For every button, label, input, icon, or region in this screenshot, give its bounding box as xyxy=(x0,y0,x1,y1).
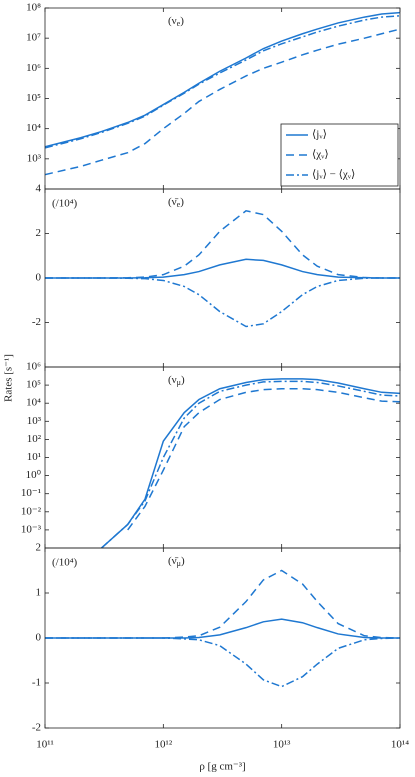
y-tick-label: 10⁰ xyxy=(26,469,42,481)
legend-label: ⟨χᵥ⟩ xyxy=(312,149,329,161)
panel-label: (ν̄μ) xyxy=(168,555,185,568)
panel-frame xyxy=(44,547,401,729)
plot-area xyxy=(45,11,400,176)
y-tick-label: -2 xyxy=(32,316,41,328)
label-subscript: e xyxy=(177,200,181,209)
y-tick-label: 10⁴ xyxy=(26,122,41,134)
series-line xyxy=(100,378,400,548)
legend-label: ⟨jᵥ⟩ xyxy=(312,129,327,141)
series-line xyxy=(45,15,400,149)
y-tick-label: 10⁻² xyxy=(21,505,42,517)
y-tick-label: -2 xyxy=(32,722,41,734)
y-tick-label: 10⁶ xyxy=(26,361,41,373)
y-tick-label: 10⁻¹ xyxy=(21,487,41,499)
panel-label: (ν̄e) xyxy=(168,196,184,209)
label-subscript: μ xyxy=(177,378,181,387)
plot-area xyxy=(100,378,400,548)
panel-label: (νe) xyxy=(168,15,184,28)
label-part: ) xyxy=(181,374,185,386)
y-tick-label: 10⁶ xyxy=(26,62,41,74)
legend-label: ⟨jᵥ⟩ − ⟨χᵥ⟩ xyxy=(312,169,355,181)
y-tick-label: 2 xyxy=(36,227,42,239)
scale-note: (/10⁴) xyxy=(52,557,78,569)
y-tick-label: 0 xyxy=(36,632,42,644)
scale-note: (/10⁴) xyxy=(52,198,78,210)
label-part: (ν̄ xyxy=(168,196,179,208)
y-tick-label: 4 xyxy=(36,183,42,195)
label-part: ) xyxy=(181,555,185,567)
y-tick-label: 10⁴ xyxy=(26,397,41,409)
series-line xyxy=(45,569,400,639)
series-line xyxy=(45,258,400,279)
y-tick-label: 1 xyxy=(36,587,42,599)
x-tick-label: 10¹¹ xyxy=(36,739,54,751)
plot-area xyxy=(45,210,400,328)
y-tick-label: 10³ xyxy=(27,152,42,164)
y-tick-label: 0 xyxy=(36,272,42,284)
plot-area xyxy=(45,569,400,688)
series-line xyxy=(45,11,400,148)
series-line xyxy=(45,210,400,279)
y-tick-label: 10² xyxy=(27,433,42,445)
panel-label: (νμ) xyxy=(168,374,185,387)
x-tick-label: 10¹³ xyxy=(273,739,291,751)
x-tick-label: 10¹² xyxy=(155,739,173,751)
x-tick-label: 10¹⁴ xyxy=(391,739,409,751)
series-line xyxy=(45,277,400,328)
y-tick-label: 10¹ xyxy=(27,451,41,463)
y-tick-label: 2 xyxy=(36,542,42,554)
y-tick-label: 10⁵ xyxy=(26,92,41,104)
y-axis-label: Rates [s⁻¹] xyxy=(3,354,15,402)
series-line xyxy=(127,387,400,531)
x-axis-label: ρ [g cm⁻³] xyxy=(199,761,245,773)
series-line xyxy=(45,618,400,639)
y-tick-label: 10⁷ xyxy=(26,32,41,44)
label-part: (ν̄ xyxy=(168,555,179,567)
label-part: (ν xyxy=(168,374,177,386)
label-subscript: μ xyxy=(177,559,181,568)
series-line xyxy=(45,637,400,688)
y-tick-label: 10⁻³ xyxy=(21,523,42,535)
y-tick-label: 10⁸ xyxy=(26,2,41,14)
label-part: ) xyxy=(180,196,184,208)
y-tick-label: 10³ xyxy=(27,415,42,427)
series-line xyxy=(45,28,400,176)
label-part: ) xyxy=(180,15,184,27)
y-tick-label: -1 xyxy=(32,677,41,689)
label-part: (ν xyxy=(168,15,177,27)
y-tick-label: 10⁵ xyxy=(26,379,41,391)
label-subscript: e xyxy=(177,19,181,28)
series-line xyxy=(100,380,400,548)
